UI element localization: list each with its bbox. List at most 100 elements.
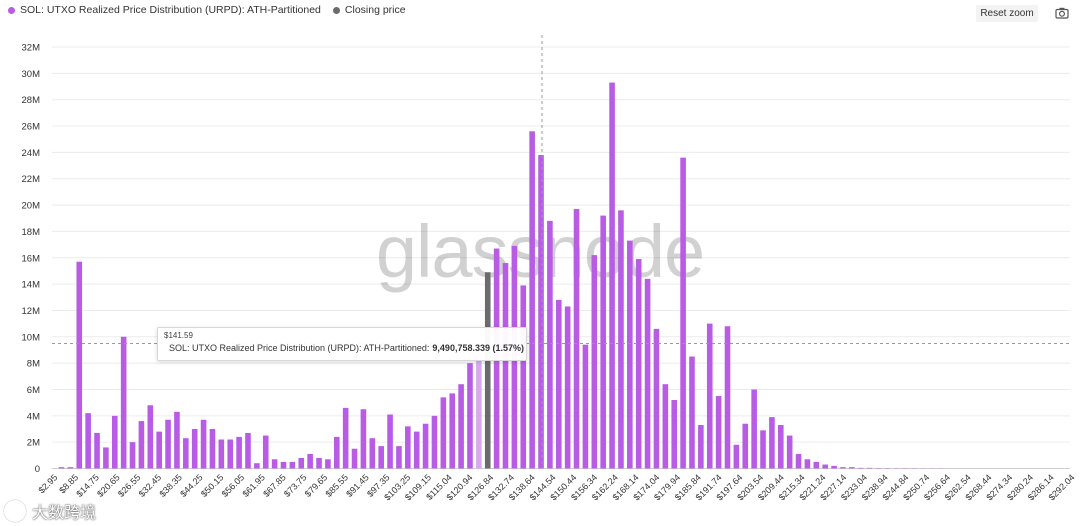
camera-icon[interactable] xyxy=(1055,6,1069,20)
bar[interactable] xyxy=(627,240,633,469)
bar[interactable] xyxy=(591,255,598,469)
bar[interactable] xyxy=(183,438,189,469)
bar[interactable] xyxy=(866,467,873,469)
bar[interactable] xyxy=(644,278,651,469)
bar[interactable] xyxy=(218,439,225,469)
y-tick-label: 2M xyxy=(27,438,40,449)
bar[interactable] xyxy=(440,397,447,469)
bar[interactable] xyxy=(582,344,589,469)
bar[interactable] xyxy=(733,444,740,469)
bar[interactable] xyxy=(120,336,127,469)
bar[interactable] xyxy=(76,261,83,469)
bar[interactable] xyxy=(262,435,269,469)
bar[interactable] xyxy=(431,415,438,469)
bar[interactable] xyxy=(698,425,704,469)
legend-item-closing-price[interactable]: Closing price xyxy=(332,4,406,16)
bar[interactable] xyxy=(111,415,118,469)
bar[interactable] xyxy=(831,465,837,469)
bar[interactable] xyxy=(316,457,322,469)
bar[interactable] xyxy=(520,285,527,469)
y-tick-label: 28M xyxy=(22,95,41,106)
bar[interactable] xyxy=(786,435,793,469)
bar[interactable] xyxy=(147,405,154,469)
bar[interactable] xyxy=(653,328,660,469)
bar[interactable] xyxy=(706,323,713,469)
bar[interactable] xyxy=(822,464,828,469)
bar[interactable] xyxy=(174,411,180,469)
legend-item-urpd[interactable]: SOL: UTXO Realized Price Distribution (U… xyxy=(8,4,321,16)
closing-price-bar[interactable] xyxy=(484,272,491,469)
bar[interactable] xyxy=(413,431,420,469)
bar[interactable] xyxy=(396,446,402,469)
bar[interactable] xyxy=(254,463,260,469)
bar[interactable] xyxy=(333,436,340,469)
bar[interactable] xyxy=(94,432,100,469)
bar[interactable] xyxy=(156,431,162,469)
bar[interactable] xyxy=(804,459,811,469)
bar[interactable] xyxy=(467,363,473,469)
bar[interactable] xyxy=(236,436,242,469)
bar[interactable] xyxy=(351,448,358,469)
bar[interactable] xyxy=(609,82,615,469)
bar[interactable] xyxy=(555,299,562,469)
bar[interactable] xyxy=(58,467,65,469)
bar[interactable] xyxy=(635,259,642,469)
bar[interactable] xyxy=(502,263,509,469)
bar[interactable] xyxy=(245,432,251,469)
bar[interactable] xyxy=(209,428,216,469)
bar[interactable] xyxy=(573,209,580,469)
bar[interactable] xyxy=(298,457,305,469)
bar[interactable] xyxy=(538,155,544,469)
reset-zoom-button[interactable]: Reset zoom xyxy=(976,5,1038,22)
bar[interactable] xyxy=(547,220,553,469)
y-tick-label: 6M xyxy=(27,385,40,396)
bar[interactable] xyxy=(200,419,207,469)
bar[interactable] xyxy=(449,393,456,469)
bar[interactable] xyxy=(103,447,109,469)
bar[interactable] xyxy=(165,419,171,469)
bar[interactable] xyxy=(671,400,678,469)
bar[interactable] xyxy=(751,389,757,469)
bar[interactable] xyxy=(769,417,775,469)
bar[interactable] xyxy=(715,396,722,469)
bar[interactable] xyxy=(680,157,686,469)
bar[interactable] xyxy=(227,439,234,469)
tooltip-x-value: $141.59 xyxy=(164,331,193,340)
bar[interactable] xyxy=(795,454,802,469)
bar[interactable] xyxy=(342,407,349,469)
bar[interactable] xyxy=(840,467,846,469)
bar[interactable] xyxy=(307,454,313,469)
bar[interactable] xyxy=(129,442,136,469)
bar[interactable] xyxy=(760,430,766,469)
x-tick-label: $2.95 xyxy=(36,472,59,495)
bar[interactable] xyxy=(849,467,855,469)
bar[interactable] xyxy=(662,384,669,469)
bar[interactable] xyxy=(813,461,820,469)
bar[interactable] xyxy=(777,425,784,469)
bar[interactable] xyxy=(387,414,393,469)
bar-highlighted[interactable] xyxy=(476,343,482,469)
bar[interactable] xyxy=(564,306,571,469)
bar[interactable] xyxy=(271,459,278,469)
bar[interactable] xyxy=(369,438,376,469)
bar[interactable] xyxy=(191,428,198,469)
bar[interactable] xyxy=(857,467,864,469)
bar[interactable] xyxy=(689,356,695,469)
bar[interactable] xyxy=(378,446,384,469)
bar[interactable] xyxy=(458,384,464,469)
bar[interactable] xyxy=(138,421,145,469)
bar[interactable] xyxy=(85,413,91,469)
bar[interactable] xyxy=(618,210,624,469)
bar[interactable] xyxy=(360,409,367,469)
bar[interactable] xyxy=(67,467,74,469)
bar[interactable] xyxy=(742,423,749,469)
bar[interactable] xyxy=(529,131,535,469)
bar[interactable] xyxy=(289,461,296,469)
bar[interactable] xyxy=(325,459,331,469)
bar[interactable] xyxy=(724,326,731,469)
bar[interactable] xyxy=(600,215,606,469)
bar[interactable] xyxy=(422,423,429,469)
bar[interactable] xyxy=(280,461,287,469)
bar[interactable] xyxy=(405,426,411,469)
